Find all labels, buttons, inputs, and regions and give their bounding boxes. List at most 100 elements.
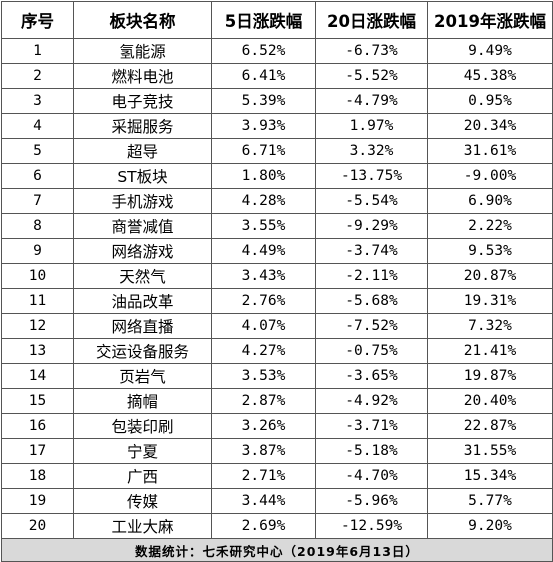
- header-20day-change: 20日涨跌幅: [315, 1, 428, 39]
- table-row: 19 传媒 3.44% -5.96% 5.77%: [1, 488, 553, 514]
- sector-name: 采掘服务: [73, 113, 212, 139]
- change-20day: -2.11%: [315, 263, 428, 289]
- change-5day: 6.52%: [211, 38, 316, 64]
- change-20day: -5.52%: [315, 63, 428, 89]
- table-row: 9 网络游戏 4.49% -3.74% 9.53%: [1, 238, 553, 264]
- table-row: 7 手机游戏 4.28% -5.54% 6.90%: [1, 188, 553, 214]
- row-index: 6: [1, 163, 74, 189]
- change-2019: 2.22%: [427, 213, 553, 239]
- row-index: 19: [1, 488, 74, 514]
- change-20day: -4.79%: [315, 88, 428, 114]
- change-20day: -6.73%: [315, 38, 428, 64]
- table-row: 2 燃料电池 6.41% -5.52% 45.38%: [1, 63, 553, 89]
- change-5day: 3.87%: [211, 438, 316, 464]
- table-row: 6 ST板块 1.80% -13.75% -9.00%: [1, 163, 553, 189]
- change-5day: 3.44%: [211, 488, 316, 514]
- table-row: 15 摘帽 2.87% -4.92% 20.40%: [1, 388, 553, 414]
- change-5day: 2.69%: [211, 513, 316, 539]
- change-5day: 2.87%: [211, 388, 316, 414]
- table-row: 11 油品改革 2.76% -5.68% 19.31%: [1, 288, 553, 314]
- change-5day: 6.71%: [211, 138, 316, 164]
- change-5day: 6.41%: [211, 63, 316, 89]
- header-index: 序号: [1, 1, 74, 39]
- change-2019: 19.87%: [427, 363, 553, 389]
- change-20day: -5.54%: [315, 188, 428, 214]
- header-2019-change: 2019年涨跌幅: [427, 1, 553, 39]
- header-5day-change: 5日涨跌幅: [211, 1, 316, 39]
- change-2019: 19.31%: [427, 288, 553, 314]
- row-index: 14: [1, 363, 74, 389]
- row-index: 9: [1, 238, 74, 264]
- change-20day: -12.59%: [315, 513, 428, 539]
- sector-name: 摘帽: [73, 388, 212, 414]
- change-2019: 7.32%: [427, 313, 553, 339]
- row-index: 8: [1, 213, 74, 239]
- change-2019: 21.41%: [427, 338, 553, 364]
- sector-name: 超导: [73, 138, 212, 164]
- sector-name: 油品改革: [73, 288, 212, 314]
- change-20day: -0.75%: [315, 338, 428, 364]
- sector-name: 天然气: [73, 263, 212, 289]
- footer-row: 数据统计：七禾研究中心（2019年6月13日）: [1, 538, 553, 562]
- row-index: 13: [1, 338, 74, 364]
- header-sector-name: 板块名称: [73, 1, 212, 39]
- change-20day: -5.96%: [315, 488, 428, 514]
- change-2019: 22.87%: [427, 413, 553, 439]
- change-5day: 2.71%: [211, 463, 316, 489]
- row-index: 16: [1, 413, 74, 439]
- change-2019: 6.90%: [427, 188, 553, 214]
- row-index: 5: [1, 138, 74, 164]
- sector-name: 包装印刷: [73, 413, 212, 439]
- change-5day: 5.39%: [211, 88, 316, 114]
- change-5day: 3.43%: [211, 263, 316, 289]
- sector-name: 氢能源: [73, 38, 212, 64]
- row-index: 17: [1, 438, 74, 464]
- change-20day: -3.71%: [315, 413, 428, 439]
- sector-name: 交运设备服务: [73, 338, 212, 364]
- row-index: 1: [1, 38, 74, 64]
- sector-name: 页岩气: [73, 363, 212, 389]
- change-20day: -5.18%: [315, 438, 428, 464]
- change-2019: 15.34%: [427, 463, 553, 489]
- change-2019: 31.61%: [427, 138, 553, 164]
- row-index: 18: [1, 463, 74, 489]
- change-2019: 9.20%: [427, 513, 553, 539]
- table-row: 20 工业大麻 2.69% -12.59% 9.20%: [1, 513, 553, 539]
- change-20day: -4.70%: [315, 463, 428, 489]
- table-row: 12 网络直播 4.07% -7.52% 7.32%: [1, 313, 553, 339]
- sector-name: 传媒: [73, 488, 212, 514]
- sector-name: 网络直播: [73, 313, 212, 339]
- change-2019: 5.77%: [427, 488, 553, 514]
- change-2019: 20.40%: [427, 388, 553, 414]
- change-5day: 4.07%: [211, 313, 316, 339]
- sector-name: 广西: [73, 463, 212, 489]
- row-index: 2: [1, 63, 74, 89]
- change-20day: 3.32%: [315, 138, 428, 164]
- change-20day: -9.29%: [315, 213, 428, 239]
- table-row: 3 电子竞技 5.39% -4.79% 0.95%: [1, 88, 553, 114]
- change-5day: 2.76%: [211, 288, 316, 314]
- sector-name: 网络游戏: [73, 238, 212, 264]
- change-2019: 20.34%: [427, 113, 553, 139]
- header-row: 序号 板块名称 5日涨跌幅 20日涨跌幅 2019年涨跌幅: [1, 1, 553, 39]
- table-row: 8 商誉减值 3.55% -9.29% 2.22%: [1, 213, 553, 239]
- row-index: 7: [1, 188, 74, 214]
- row-index: 20: [1, 513, 74, 539]
- change-5day: 1.80%: [211, 163, 316, 189]
- row-index: 4: [1, 113, 74, 139]
- change-5day: 4.28%: [211, 188, 316, 214]
- row-index: 11: [1, 288, 74, 314]
- table-row: 14 页岩气 3.53% -3.65% 19.87%: [1, 363, 553, 389]
- change-20day: -7.52%: [315, 313, 428, 339]
- sector-name: 宁夏: [73, 438, 212, 464]
- table-row: 18 广西 2.71% -4.70% 15.34%: [1, 463, 553, 489]
- data-source-note: 数据统计：七禾研究中心（2019年6月13日）: [1, 538, 553, 562]
- sector-name: 商誉减值: [73, 213, 212, 239]
- row-index: 10: [1, 263, 74, 289]
- change-2019: 9.53%: [427, 238, 553, 264]
- row-index: 3: [1, 88, 74, 114]
- table-row: 10 天然气 3.43% -2.11% 20.87%: [1, 263, 553, 289]
- change-2019: 0.95%: [427, 88, 553, 114]
- sector-name: ST板块: [73, 163, 212, 189]
